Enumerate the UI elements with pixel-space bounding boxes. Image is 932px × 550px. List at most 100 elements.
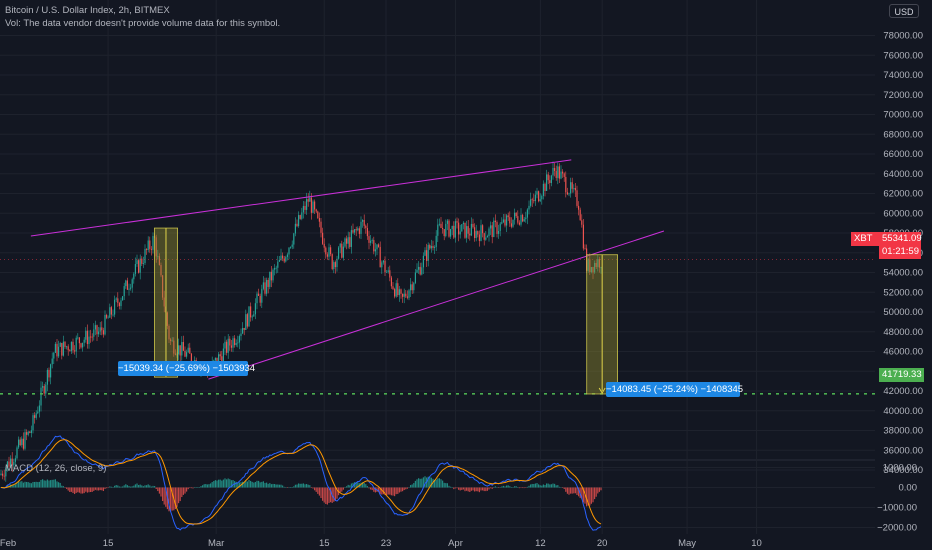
- candle-body: [134, 264, 136, 274]
- candle-body: [536, 191, 538, 195]
- candle-body: [213, 360, 215, 362]
- price-tick-label: 60000.00: [883, 208, 923, 219]
- candle-body: [168, 325, 170, 340]
- macd-histogram-bar: [557, 485, 559, 488]
- macd-histogram-bar: [486, 487, 488, 491]
- signal-line: [0, 439, 602, 525]
- candle-body: [266, 279, 268, 294]
- macd-histogram-bar: [152, 485, 154, 488]
- candle-body: [53, 352, 55, 359]
- macd-histogram-bar: [469, 487, 471, 492]
- macd-histogram-bar: [539, 485, 541, 488]
- candle-body: [514, 212, 516, 220]
- macd-histogram-bar: [462, 487, 464, 490]
- candle-body: [488, 228, 490, 237]
- time-tick-label: Feb: [0, 538, 16, 549]
- candle-body: [274, 267, 276, 270]
- macd-histogram-bar: [416, 479, 418, 488]
- macd-histogram-bar: [584, 487, 586, 504]
- macd-tick-label: −2000.00: [877, 523, 917, 534]
- candle-body: [454, 221, 456, 238]
- candle-body: [560, 171, 562, 179]
- price-tick-label: 48000.00: [883, 327, 923, 338]
- support-price-tag: 41719.33: [879, 368, 924, 382]
- candle-body: [227, 338, 229, 353]
- macd-histogram-bar: [558, 486, 560, 488]
- macd-histogram-bar: [526, 486, 528, 488]
- candle-body: [482, 225, 484, 234]
- candle-body: [27, 431, 29, 435]
- macd-histogram-bar: [587, 487, 589, 506]
- candle-body: [160, 265, 162, 276]
- candle-body: [392, 286, 394, 290]
- candle-body: [384, 260, 386, 273]
- candle-body: [18, 439, 20, 448]
- candle-body: [74, 350, 76, 352]
- candle-body: [552, 168, 554, 176]
- macd-histogram-bar: [387, 487, 389, 495]
- macd-histogram-bar: [34, 481, 36, 488]
- macd-histogram-bar: [525, 487, 527, 488]
- macd-histogram-bar: [216, 480, 218, 488]
- candle-body: [518, 222, 520, 225]
- candle-body: [338, 247, 340, 259]
- macd-histogram-bar: [286, 487, 288, 488]
- macd-histogram-bar: [104, 487, 106, 489]
- macd-histogram-bar: [56, 481, 58, 488]
- macd-histogram-bar: [442, 480, 444, 488]
- macd-histogram-bar: [139, 484, 141, 488]
- candle-body: [371, 240, 373, 241]
- macd-histogram-bar: [302, 483, 304, 488]
- candle-body: [403, 293, 405, 297]
- macd-histogram-bar: [466, 487, 468, 491]
- candle-body: [386, 271, 388, 273]
- macd-histogram-bar: [350, 483, 352, 488]
- macd-histogram-bar: [493, 487, 495, 488]
- candle-body: [48, 369, 50, 378]
- macd-histogram-bar: [61, 485, 63, 488]
- candle-body: [325, 247, 327, 255]
- macd-histogram-bar: [150, 486, 152, 488]
- macd-histogram-bar: [198, 487, 200, 488]
- macd-histogram-bar: [509, 486, 511, 488]
- macd-histogram-bar: [141, 485, 143, 488]
- macd-histogram-bar: [59, 482, 61, 488]
- candle-body: [504, 219, 506, 226]
- currency-button[interactable]: USD: [889, 4, 919, 18]
- candle-body: [461, 224, 463, 232]
- macd-histogram-bar: [251, 481, 253, 488]
- macd-histogram-bar: [594, 487, 596, 500]
- macd-histogram-bar: [122, 486, 124, 488]
- candle-body: [176, 354, 178, 356]
- candle-body: [322, 232, 324, 244]
- candle-body: [216, 357, 218, 365]
- macd-histogram-bar: [200, 486, 202, 488]
- macd-histogram-bar: [221, 480, 223, 488]
- macd-histogram-bar: [248, 479, 250, 488]
- macd-histogram-bar: [125, 484, 127, 488]
- candle-body: [24, 432, 26, 449]
- macd-histogram-bar: [571, 487, 573, 494]
- candle-body: [293, 233, 295, 245]
- macd-histogram-bar: [48, 480, 50, 488]
- candle-body: [173, 340, 175, 354]
- macd-line: [0, 435, 602, 531]
- candle-body: [133, 273, 135, 280]
- macd-histogram-bar: [405, 487, 407, 490]
- candle-body: [592, 267, 594, 273]
- macd-histogram-bar: [144, 485, 146, 488]
- candle-body: [253, 314, 255, 317]
- candle-body: [54, 343, 56, 353]
- candle-body: [542, 183, 544, 196]
- macd-histogram-bar: [226, 479, 228, 488]
- macd-histogram-bar: [410, 485, 412, 488]
- candle-body: [288, 247, 290, 255]
- candle-body: [245, 314, 247, 330]
- macd-histogram-bar: [310, 487, 312, 488]
- candle-body: [318, 218, 320, 222]
- macd-histogram-bar: [389, 487, 391, 495]
- macd-histogram-bar: [568, 487, 570, 495]
- candle-body: [234, 338, 236, 346]
- macd-histogram-bar: [62, 486, 64, 488]
